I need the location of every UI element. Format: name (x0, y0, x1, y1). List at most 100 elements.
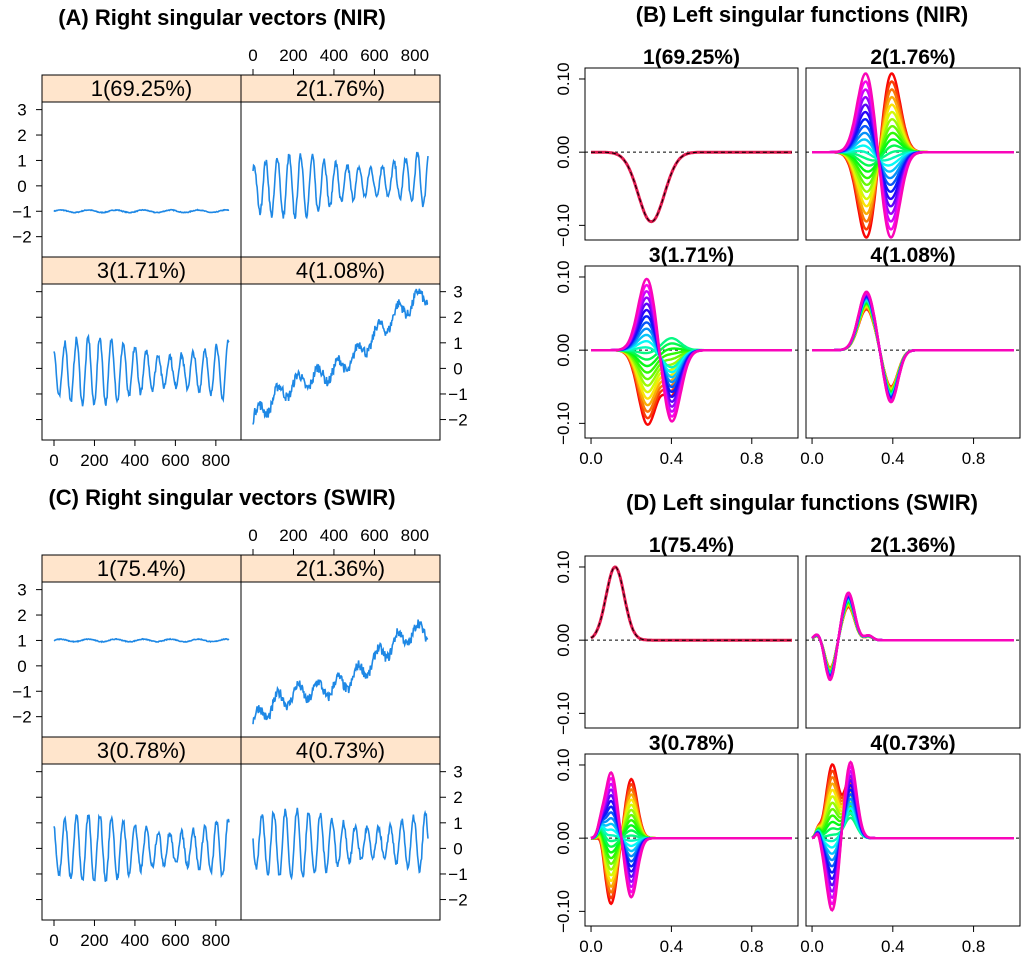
y-tick-label: −2 (12, 708, 31, 727)
panel-frame (240, 101, 441, 258)
function-curve (812, 308, 1014, 388)
function-curve (811, 591, 1014, 682)
panel-frame (240, 763, 441, 921)
mean-curve (590, 566, 792, 641)
function-curve (812, 298, 1014, 397)
function-curve (812, 297, 1014, 398)
x-tick-label: 800 (202, 451, 230, 470)
function-curve (590, 770, 792, 899)
function-curve (812, 304, 1014, 392)
panel-label: 4(0.73%) (296, 738, 385, 763)
y-tick-label: −1 (12, 202, 31, 221)
panel-strip (240, 736, 441, 765)
function-curve (812, 306, 1014, 390)
panel-label: 3(0.78%) (649, 732, 734, 755)
y-tick-label: 0.00 (554, 136, 573, 169)
y-tick-label: 0 (17, 177, 26, 196)
function-curve (812, 301, 1014, 394)
function-curve (811, 592, 1014, 681)
y-tick-label: −1 (448, 385, 467, 404)
x-tick-label: 800 (401, 526, 429, 545)
function-curve (812, 298, 1014, 397)
x-tick-label: 200 (279, 46, 307, 65)
function-curve (812, 305, 1014, 391)
y-tick-label: 2 (453, 788, 462, 807)
y-tick-label: 2 (17, 126, 26, 145)
x-tick-label: 600 (360, 526, 388, 545)
function-curve (812, 292, 1014, 402)
chart-A: (A) Right singular vectors (NIR) 1(69.25%… (12, 5, 467, 470)
function-curve (812, 290, 1014, 404)
function-curve (812, 293, 1014, 401)
x-tick-label: 0.8 (962, 449, 986, 468)
x-tick-label: 400 (121, 931, 149, 950)
panel-label: 4(0.73%) (870, 732, 955, 755)
y-tick-label: −1 (12, 682, 31, 701)
series-line (53, 208, 230, 214)
series-line (53, 637, 230, 644)
panel-label: 2(1.76%) (296, 76, 385, 101)
function-curve (590, 565, 792, 642)
x-tick-label: 0.4 (660, 937, 684, 956)
x-tick-label: 400 (320, 526, 348, 545)
y-tick-label: 0 (17, 657, 26, 676)
function-curve (812, 303, 1014, 392)
x-tick-label: 0 (248, 46, 257, 65)
panel-frame (41, 283, 242, 441)
y-tick-label: 0.10 (554, 550, 573, 583)
function-curve (812, 291, 1014, 403)
function-curve (812, 300, 1014, 395)
panel-label: 1(69.25%) (91, 76, 193, 101)
x-tick-label: 800 (202, 931, 230, 950)
x-tick-label: 0.4 (660, 449, 684, 468)
y-tick-label: 0 (453, 839, 462, 858)
y-tick-label: −0.10 (554, 204, 573, 247)
panel-strip (240, 74, 441, 103)
y-tick-label: 3 (17, 581, 26, 600)
y-tick-label: 2 (453, 308, 462, 327)
function-curve (811, 760, 1014, 912)
y-tick-label: −2 (12, 228, 31, 247)
panel-label: 3(0.78%) (97, 738, 186, 763)
panel-strip (41, 74, 242, 103)
function-curve (812, 295, 1014, 399)
y-tick-label: −0.10 (554, 402, 573, 445)
x-tick-label: 200 (279, 526, 307, 545)
panel-label: 1(75.4%) (97, 556, 186, 581)
x-tick-label: 0.8 (740, 937, 764, 956)
x-tick-label: 0.0 (579, 449, 603, 468)
function-curve (591, 349, 792, 413)
y-tick-label: −2 (448, 411, 467, 430)
panel-label: 2(1.76%) (870, 46, 955, 69)
panel-label: 1(75.4%) (649, 534, 734, 557)
series-line (252, 288, 429, 425)
y-tick-label: 1 (17, 151, 26, 170)
function-curve (591, 277, 792, 423)
mean-curve (591, 151, 792, 223)
y-tick-label: 0.10 (554, 62, 573, 95)
function-curve (812, 292, 1014, 403)
x-tick-label: 0.8 (962, 937, 986, 956)
x-tick-label: 200 (80, 451, 108, 470)
chart-title: (A) Right singular vectors (NIR) (58, 5, 386, 30)
chart-C: (C) Right singular vectors (SWIR) 1(75.4%… (12, 485, 467, 950)
x-tick-label: 600 (360, 46, 388, 65)
series-line (252, 619, 429, 725)
panel-frame (805, 753, 1021, 927)
y-tick-label: 3 (453, 763, 462, 782)
x-tick-label: 0.0 (800, 937, 824, 956)
function-curve (591, 349, 792, 420)
function-curve (812, 299, 1014, 396)
panel-label: 3(1.71%) (649, 244, 734, 267)
panel-frame (41, 101, 242, 258)
x-tick-label: 200 (80, 931, 108, 950)
series-line (53, 813, 230, 882)
x-tick-label: 0 (49, 931, 58, 950)
chart-title: (D) Left singular functions (SWIR) (626, 490, 978, 515)
function-curve (811, 591, 1014, 681)
x-tick-label: 400 (121, 451, 149, 470)
function-curve (812, 301, 1014, 394)
panel-strip (240, 256, 441, 285)
panel-frame (584, 753, 799, 927)
y-tick-label: 2 (17, 606, 26, 625)
